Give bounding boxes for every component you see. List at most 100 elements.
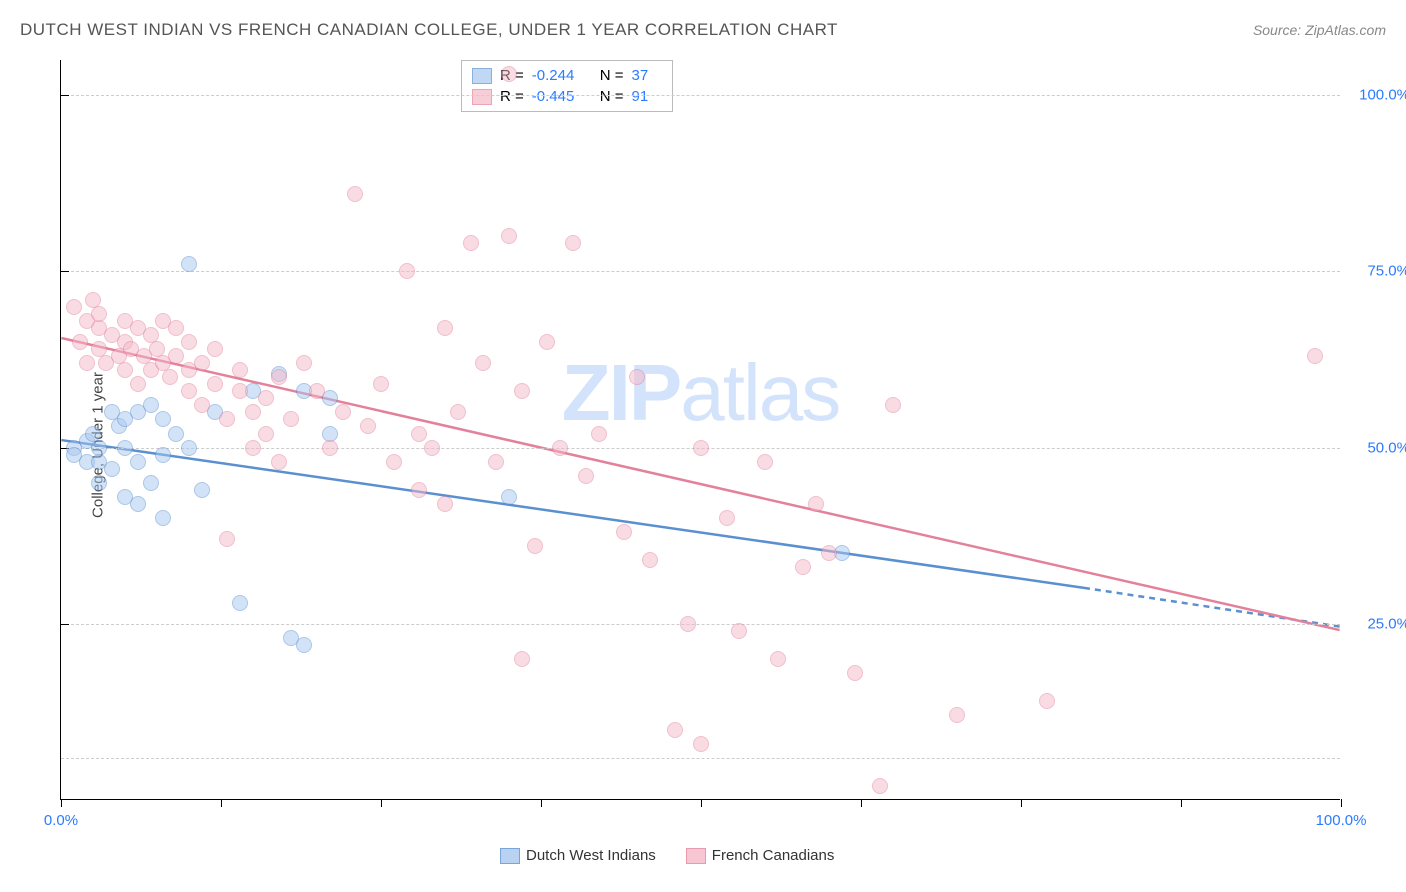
scatter-point	[181, 440, 197, 456]
scatter-point	[693, 736, 709, 752]
scatter-point	[91, 475, 107, 491]
scatter-point	[168, 426, 184, 442]
y-axis-label: 75.0%	[1367, 263, 1406, 280]
scatter-point	[181, 256, 197, 272]
scatter-point	[117, 362, 133, 378]
scatter-point	[501, 66, 517, 82]
chart-container: College, Under 1 year ZIPatlas R =-0.244…	[50, 60, 1380, 830]
gridline	[61, 271, 1340, 272]
x-tick	[221, 799, 222, 807]
gridline	[61, 624, 1340, 625]
scatter-point	[616, 524, 632, 540]
scatter-point	[79, 355, 95, 371]
stat-r-value: -0.244	[532, 67, 592, 84]
scatter-point	[757, 454, 773, 470]
scatter-point	[450, 404, 466, 420]
scatter-point	[642, 552, 658, 568]
scatter-point	[539, 334, 555, 350]
series-legend: Dutch West Indians French Canadians	[500, 847, 834, 864]
trendline	[61, 338, 1339, 630]
scatter-point	[527, 538, 543, 554]
legend-label: French Canadians	[712, 847, 835, 864]
source-attribution: Source: ZipAtlas.com	[1253, 22, 1386, 38]
scatter-point	[475, 355, 491, 371]
scatter-point	[629, 369, 645, 385]
scatter-point	[437, 496, 453, 512]
scatter-point	[207, 376, 223, 392]
scatter-point	[66, 299, 82, 315]
scatter-point	[296, 637, 312, 653]
scatter-point	[514, 383, 530, 399]
scatter-point	[194, 397, 210, 413]
stat-r-label: R =	[500, 88, 524, 105]
series-swatch	[472, 68, 492, 84]
scatter-point	[104, 461, 120, 477]
scatter-point	[411, 426, 427, 442]
scatter-point	[72, 334, 88, 350]
scatter-point	[258, 426, 274, 442]
scatter-point	[91, 306, 107, 322]
scatter-point	[117, 440, 133, 456]
stat-n-label: N =	[600, 88, 624, 105]
scatter-point	[1307, 348, 1323, 364]
scatter-point	[162, 369, 178, 385]
x-axis-label: 100.0%	[1316, 812, 1367, 829]
scatter-point	[386, 454, 402, 470]
scatter-point	[155, 510, 171, 526]
x-tick	[61, 799, 62, 807]
scatter-point	[296, 355, 312, 371]
y-axis-label: 25.0%	[1367, 615, 1406, 632]
scatter-point	[219, 411, 235, 427]
scatter-point	[680, 616, 696, 632]
x-tick	[861, 799, 862, 807]
scatter-point	[808, 496, 824, 512]
x-tick	[701, 799, 702, 807]
scatter-point	[271, 454, 287, 470]
scatter-point	[872, 778, 888, 794]
x-tick	[1181, 799, 1182, 807]
trendline	[61, 440, 1084, 588]
scatter-point	[181, 334, 197, 350]
scatter-point	[591, 426, 607, 442]
scatter-point	[565, 235, 581, 251]
gridline	[61, 95, 1340, 96]
scatter-point	[501, 489, 517, 505]
scatter-point	[1039, 693, 1055, 709]
chart-title: DUTCH WEST INDIAN VS FRENCH CANADIAN COL…	[20, 20, 838, 40]
scatter-point	[271, 369, 287, 385]
scatter-point	[245, 404, 261, 420]
scatter-point	[885, 397, 901, 413]
scatter-point	[155, 411, 171, 427]
scatter-point	[437, 320, 453, 336]
gridline	[61, 758, 1340, 759]
legend-swatch	[500, 848, 520, 864]
legend-item: French Canadians	[686, 847, 835, 864]
scatter-point	[847, 665, 863, 681]
scatter-point	[411, 482, 427, 498]
scatter-point	[232, 595, 248, 611]
trendline-extrapolated	[1084, 588, 1340, 627]
x-tick	[1341, 799, 1342, 807]
scatter-point	[719, 510, 735, 526]
scatter-point	[770, 651, 786, 667]
scatter-point	[143, 397, 159, 413]
y-tick	[61, 95, 69, 96]
scatter-point	[501, 228, 517, 244]
scatter-point	[347, 186, 363, 202]
y-axis-label: 100.0%	[1359, 87, 1406, 104]
stat-r-value: -0.445	[532, 88, 592, 105]
scatter-point	[667, 722, 683, 738]
stats-legend-box: R =-0.244N =37R =-0.445N =91	[461, 60, 673, 112]
stat-n-label: N =	[600, 67, 624, 84]
scatter-point	[514, 651, 530, 667]
scatter-point	[219, 531, 235, 547]
stat-n-value: 91	[632, 88, 662, 105]
legend-item: Dutch West Indians	[500, 847, 656, 864]
scatter-point	[488, 454, 504, 470]
scatter-point	[168, 320, 184, 336]
scatter-point	[821, 545, 837, 561]
scatter-point	[578, 468, 594, 484]
scatter-point	[731, 623, 747, 639]
x-tick	[541, 799, 542, 807]
scatter-point	[424, 440, 440, 456]
